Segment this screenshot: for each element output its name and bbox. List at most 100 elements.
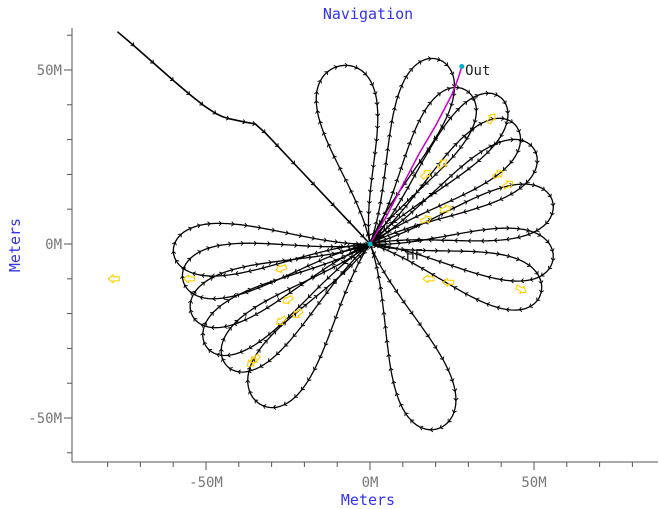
track-tick-mark — [220, 337, 226, 342]
track-tick-mark — [202, 321, 208, 326]
track-tick-mark — [357, 260, 362, 265]
track-tick-mark — [357, 254, 362, 259]
track-tick-mark — [426, 255, 430, 261]
track-tick-mark — [547, 265, 553, 270]
track-tick-mark — [516, 226, 521, 232]
track-tick-mark — [342, 254, 347, 260]
track-loop — [369, 90, 511, 245]
track-tick-mark — [472, 249, 477, 255]
track-tick-mark — [387, 245, 392, 251]
track-tick-mark — [502, 100, 507, 105]
track-tick-mark — [386, 217, 391, 222]
track-tick-mark — [376, 275, 382, 279]
track-tick-mark — [227, 326, 232, 331]
track-tick-mark — [267, 331, 272, 336]
direction-arrow-shape — [486, 113, 496, 125]
track-tick-mark — [494, 92, 499, 97]
direction-arrow — [422, 274, 435, 284]
track-tick-mark — [247, 287, 252, 293]
track-tick-mark — [338, 166, 343, 171]
track-tick-mark — [177, 233, 182, 238]
direction-arrow-shape — [292, 308, 304, 319]
track-tick-mark — [226, 352, 231, 358]
track-tick-mark — [465, 136, 470, 141]
track-tick-mark — [259, 282, 264, 288]
track-tick-mark — [534, 270, 539, 275]
track-tick-mark — [498, 185, 503, 191]
track-tick-mark — [323, 342, 329, 346]
track-tick-mark — [252, 305, 257, 311]
track-tick-mark — [261, 265, 266, 271]
track-tick-mark — [420, 266, 425, 272]
track-tick-mark — [193, 317, 198, 322]
track-tick-mark — [411, 205, 416, 210]
track-tick-mark — [285, 274, 290, 280]
track-tick-mark — [394, 392, 400, 397]
track-tick-mark — [404, 412, 409, 417]
track-tick-mark — [411, 247, 415, 253]
direction-arrow — [419, 214, 432, 224]
track-tick-mark — [549, 248, 555, 253]
direction-arrow — [292, 308, 304, 319]
track-tick-mark — [298, 281, 303, 286]
track-tick-mark — [301, 322, 306, 327]
track-tick-mark — [366, 233, 372, 237]
direction-arrow-shape — [246, 357, 258, 367]
track-tick-mark — [471, 97, 476, 102]
track-tick-mark — [444, 182, 449, 187]
track-tick-mark — [320, 253, 324, 259]
track-tick-mark — [271, 227, 276, 233]
track-tick-mark — [376, 261, 382, 266]
track-tick-mark — [366, 211, 372, 215]
track-tick-mark — [192, 290, 197, 295]
track-tick-mark — [425, 333, 430, 338]
track-tick-mark — [303, 303, 307, 308]
track-tick-mark — [294, 268, 299, 274]
track-tick-mark — [239, 349, 244, 354]
track-tick-mark — [484, 179, 489, 185]
track-tick-mark — [283, 401, 288, 406]
track-tick-mark — [487, 189, 492, 195]
x-axis-ticks: -50M 0M 50M — [107, 462, 633, 491]
track-tick-mark — [400, 218, 405, 223]
track-tick-mark — [210, 325, 215, 331]
direction-arrow — [492, 169, 504, 180]
track-tick-mark — [274, 143, 279, 148]
track-tick-mark — [374, 101, 380, 106]
track-tick-mark — [322, 262, 327, 267]
track-tick-mark — [208, 349, 213, 354]
track-tick-mark — [282, 258, 286, 264]
track-tick-mark — [196, 223, 201, 229]
track-tick-mark — [389, 119, 395, 124]
track-tick-mark — [426, 149, 431, 154]
track-tick-mark — [265, 305, 270, 310]
track-tick-mark — [409, 210, 414, 215]
track-tick-mark — [365, 223, 372, 228]
track-tick-mark — [448, 116, 453, 121]
track-tick-mark — [418, 161, 424, 166]
direction-arrow — [250, 353, 261, 364]
track-tick-mark — [466, 89, 471, 94]
track-tick-mark — [357, 249, 362, 254]
track-tick-mark — [510, 278, 514, 284]
track-tick-mark — [180, 275, 186, 279]
track-tick-mark — [450, 263, 455, 269]
track-tick-mark — [318, 354, 323, 359]
track-tick-mark — [321, 270, 326, 275]
track-tick-mark — [192, 271, 196, 277]
track-tick-mark — [506, 225, 510, 231]
track-tick-mark — [482, 227, 486, 233]
track-tick-mark — [387, 279, 392, 283]
track-tick-mark — [532, 150, 538, 155]
track-tick-mark — [225, 298, 230, 304]
track-tick-mark — [308, 254, 312, 260]
track-tick-mark — [261, 129, 266, 134]
track-tick-mark — [343, 240, 348, 246]
track-tick-mark — [402, 153, 408, 158]
track-tick-mark — [536, 297, 541, 302]
track-tick-mark — [307, 294, 312, 299]
track-tick-mark — [509, 159, 514, 164]
track-tick-mark — [467, 166, 471, 171]
track-tick-mark — [392, 251, 397, 257]
track-tick-mark — [331, 251, 335, 257]
